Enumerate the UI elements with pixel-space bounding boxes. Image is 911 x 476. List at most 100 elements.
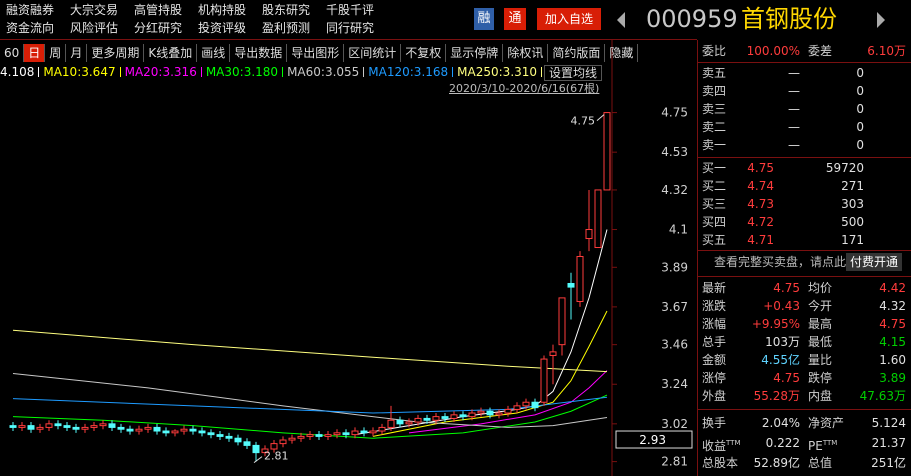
toolbar-button[interactable]: 导出数据 [230, 44, 288, 62]
toolbar-button[interactable]: 60 [0, 44, 25, 62]
ma-line [12, 394, 608, 439]
menu-item[interactable]: 股东研究 [262, 3, 311, 17]
quote-label: 涨幅 [702, 317, 727, 331]
menu-item[interactable]: 大宗交易 [70, 3, 119, 17]
current-price-box [615, 430, 693, 449]
toolbar-button[interactable]: 更多周期 [87, 44, 145, 62]
menu-item[interactable]: 风险评估 [70, 21, 119, 35]
candle-body [369, 430, 377, 434]
candle-body [315, 434, 323, 437]
quote-label: 净资产 [808, 416, 845, 430]
quote-label: 内盘 [808, 389, 833, 403]
menu-item[interactable]: 同行研究 [326, 21, 375, 35]
candle-body [576, 256, 584, 302]
quote-label: 今开 [808, 299, 833, 313]
divider [0, 39, 697, 40]
order-book-hint[interactable]: 查看完整买卖盘，请点此 [714, 255, 847, 269]
quote-value: 4.32 [879, 299, 906, 313]
candle-body [108, 423, 116, 428]
toolbar-button[interactable]: 导出图形 [287, 44, 345, 62]
candle-body [54, 423, 62, 427]
up-arrow [363, 67, 365, 77]
candle-body [432, 416, 440, 421]
prev-arrow[interactable] [614, 10, 628, 30]
ma-legend-text: MA120:3.168 [368, 65, 449, 79]
current-price: 2.93 [639, 433, 666, 447]
quote-value: 21.37 [871, 436, 906, 450]
quote-label: 总值 [808, 456, 833, 470]
ma-legend-text: 4.108 [0, 65, 35, 79]
menu-item[interactable]: 机构持股 [198, 3, 247, 17]
candle-body [396, 419, 404, 425]
toolbar-button[interactable]: 日 [24, 44, 46, 62]
ma-legend-item: MA120:3.168 [368, 64, 454, 80]
y-tick-label: 2.81 [661, 455, 688, 469]
quote-label: 收益TTM [702, 439, 741, 453]
stock-code: 000959 [646, 5, 738, 33]
menu-item[interactable]: 融资融券 [6, 3, 55, 17]
bid-label: 买四 [702, 215, 727, 229]
candle-body [261, 448, 269, 454]
tong-button[interactable]: 通 [504, 8, 526, 30]
candle-body [279, 439, 287, 445]
up-arrow [282, 67, 284, 77]
menu-item[interactable]: 千股千评 [326, 3, 375, 17]
quote-label: PETTM [808, 439, 838, 453]
quote-label: 委差 [808, 44, 833, 58]
ask-price: — [788, 120, 800, 134]
quote-value: 6.10万 [867, 44, 906, 58]
candle-body [414, 417, 422, 423]
candle-body [135, 428, 143, 432]
menu-item[interactable]: 分红研究 [134, 21, 183, 35]
toolbar-button[interactable]: 隐藏 [605, 44, 639, 62]
candle-body [90, 425, 98, 428]
quote-value: 55.28万 [753, 389, 800, 403]
up-arrow [38, 67, 40, 77]
candle-body [540, 358, 548, 403]
quote-value: 100.00% [746, 44, 800, 58]
candle-body [441, 416, 449, 419]
candle-body [126, 428, 134, 432]
paid-button[interactable]: 付费开通 [846, 253, 903, 271]
toolbar-button[interactable]: 月 [66, 44, 88, 62]
candle-body [99, 423, 107, 427]
candle-body [486, 410, 494, 416]
ask-volume: 0 [856, 102, 864, 116]
toolbar-button[interactable]: 周 [45, 44, 67, 62]
menu-item[interactable]: 资金流向 [6, 21, 55, 35]
candle-body [351, 430, 359, 436]
toolbar-button[interactable]: K线叠加 [144, 44, 198, 62]
candle-body [162, 430, 170, 434]
candle-body [117, 426, 125, 430]
bid-volume: 500 [841, 215, 864, 229]
toolbar-button[interactable]: 除权讯 [503, 44, 549, 62]
toolbar-button[interactable]: 简约版面 [548, 44, 606, 62]
next-arrow[interactable] [874, 10, 888, 30]
bid-price: 4.73 [747, 197, 774, 211]
quote-value: +0.43 [763, 299, 800, 313]
bid-volume: 303 [841, 197, 864, 211]
toolbar-button[interactable]: 不复权 [401, 44, 447, 62]
ask-price: — [788, 66, 800, 80]
toolbar-button[interactable]: 区间统计 [344, 44, 402, 62]
bid-label: 买三 [702, 197, 727, 211]
bid-volume: 59720 [825, 161, 864, 175]
ma-settings-button[interactable]: 设置均线 [544, 65, 603, 81]
candle-body [522, 401, 530, 407]
quote-label: 均价 [808, 281, 833, 295]
candle-body [306, 434, 314, 437]
toolbar-button[interactable]: 画线 [197, 44, 231, 62]
candle-body [207, 432, 215, 436]
ma-legend-text: MA30:3.180 [205, 65, 279, 79]
menu-item[interactable]: 高管持股 [134, 3, 183, 17]
max-pointer [596, 114, 605, 121]
candle-body [513, 405, 521, 410]
candle-body [324, 434, 332, 437]
toolbar-button[interactable]: 显示停牌 [446, 44, 504, 62]
rong-button[interactable]: 融 [474, 8, 494, 30]
bid-volume: 271 [841, 179, 864, 193]
candle-body [504, 408, 512, 414]
add-watchlist-button[interactable]: 加入自选 [537, 8, 601, 30]
menu-item[interactable]: 投资评级 [198, 21, 247, 35]
menu-item[interactable]: 盈利预测 [262, 21, 311, 35]
